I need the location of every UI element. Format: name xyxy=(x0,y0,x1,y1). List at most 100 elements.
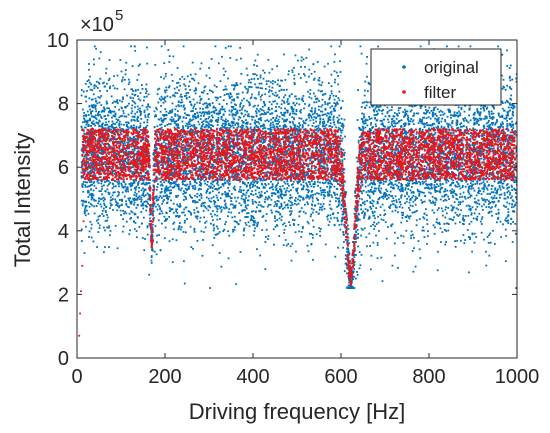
original-point xyxy=(95,85,98,88)
original-point xyxy=(176,92,179,95)
original-point xyxy=(271,194,273,197)
original-point xyxy=(330,113,333,116)
original-point xyxy=(423,148,426,151)
original-point xyxy=(136,138,139,140)
original-point xyxy=(494,152,497,155)
original-point xyxy=(165,212,168,215)
original-point xyxy=(218,187,221,189)
original-point xyxy=(494,123,497,126)
original-point xyxy=(89,220,92,223)
original-point xyxy=(202,239,204,241)
original-point xyxy=(175,239,178,242)
original-point xyxy=(253,143,256,146)
original-point xyxy=(310,242,313,245)
original-point xyxy=(361,228,364,231)
original-point xyxy=(314,193,317,196)
original-point xyxy=(385,180,387,183)
original-point xyxy=(193,79,196,82)
original-point xyxy=(316,137,319,140)
original-point xyxy=(507,110,510,113)
original-point xyxy=(249,130,252,133)
original-point xyxy=(321,81,324,84)
original-point xyxy=(369,131,372,134)
original-point xyxy=(325,133,328,136)
original-point xyxy=(398,120,401,122)
original-point xyxy=(252,136,255,139)
original-point xyxy=(490,147,492,150)
original-point xyxy=(276,191,279,194)
original-point xyxy=(198,184,201,186)
original-point xyxy=(361,212,363,214)
original-point xyxy=(330,92,333,95)
original-point xyxy=(323,143,326,146)
original-point xyxy=(288,95,291,98)
original-point xyxy=(411,154,414,157)
original-point xyxy=(271,185,274,188)
original-point xyxy=(112,140,114,143)
original-point xyxy=(165,218,167,220)
original-point xyxy=(311,110,313,113)
original-point xyxy=(242,234,245,237)
original-point xyxy=(97,231,100,233)
original-point xyxy=(211,102,214,104)
original-point xyxy=(451,122,454,125)
original-point xyxy=(468,146,471,149)
original-point xyxy=(275,205,278,207)
original-point xyxy=(483,124,485,127)
original-point xyxy=(86,119,89,122)
original-point xyxy=(322,191,325,194)
original-point xyxy=(180,104,183,107)
original-point xyxy=(163,220,166,222)
original-point xyxy=(222,89,225,91)
original-point xyxy=(405,131,407,133)
original-point xyxy=(100,151,103,154)
original-point xyxy=(467,236,470,238)
original-point xyxy=(366,199,369,202)
original-point xyxy=(152,212,154,215)
original-point xyxy=(235,175,238,178)
original-point xyxy=(147,103,149,106)
original-point xyxy=(154,165,157,168)
original-point xyxy=(513,136,516,139)
original-point xyxy=(385,141,388,143)
original-point xyxy=(456,121,459,124)
original-point xyxy=(276,184,278,186)
original-point xyxy=(256,195,259,198)
original-point xyxy=(228,180,231,183)
original-point xyxy=(133,193,136,196)
original-point xyxy=(103,139,106,142)
original-point xyxy=(228,189,231,192)
original-point xyxy=(314,107,317,110)
original-point xyxy=(489,232,492,235)
original-point xyxy=(234,84,237,87)
original-point xyxy=(245,119,247,121)
original-point xyxy=(262,139,265,142)
original-point xyxy=(278,105,281,108)
original-point xyxy=(385,166,388,169)
original-point xyxy=(326,185,329,188)
original-point xyxy=(433,184,436,186)
original-point xyxy=(179,160,182,163)
original-point xyxy=(287,166,289,169)
original-point xyxy=(258,82,261,85)
original-point xyxy=(407,195,410,198)
original-point xyxy=(163,98,166,101)
original-point xyxy=(371,105,374,108)
original-point xyxy=(485,206,488,208)
original-point xyxy=(425,139,427,142)
original-point xyxy=(490,126,492,129)
original-point xyxy=(480,182,483,185)
original-point xyxy=(88,205,91,208)
original-point xyxy=(277,200,280,203)
original-point xyxy=(219,112,221,115)
original-point xyxy=(469,137,472,140)
original-point xyxy=(139,129,142,131)
original-point xyxy=(410,166,412,169)
original-point xyxy=(492,201,495,204)
original-point xyxy=(383,214,386,217)
original-point xyxy=(488,146,491,149)
original-point xyxy=(394,180,397,182)
original-point xyxy=(291,106,293,109)
original-point xyxy=(450,192,453,195)
original-point xyxy=(128,183,131,185)
